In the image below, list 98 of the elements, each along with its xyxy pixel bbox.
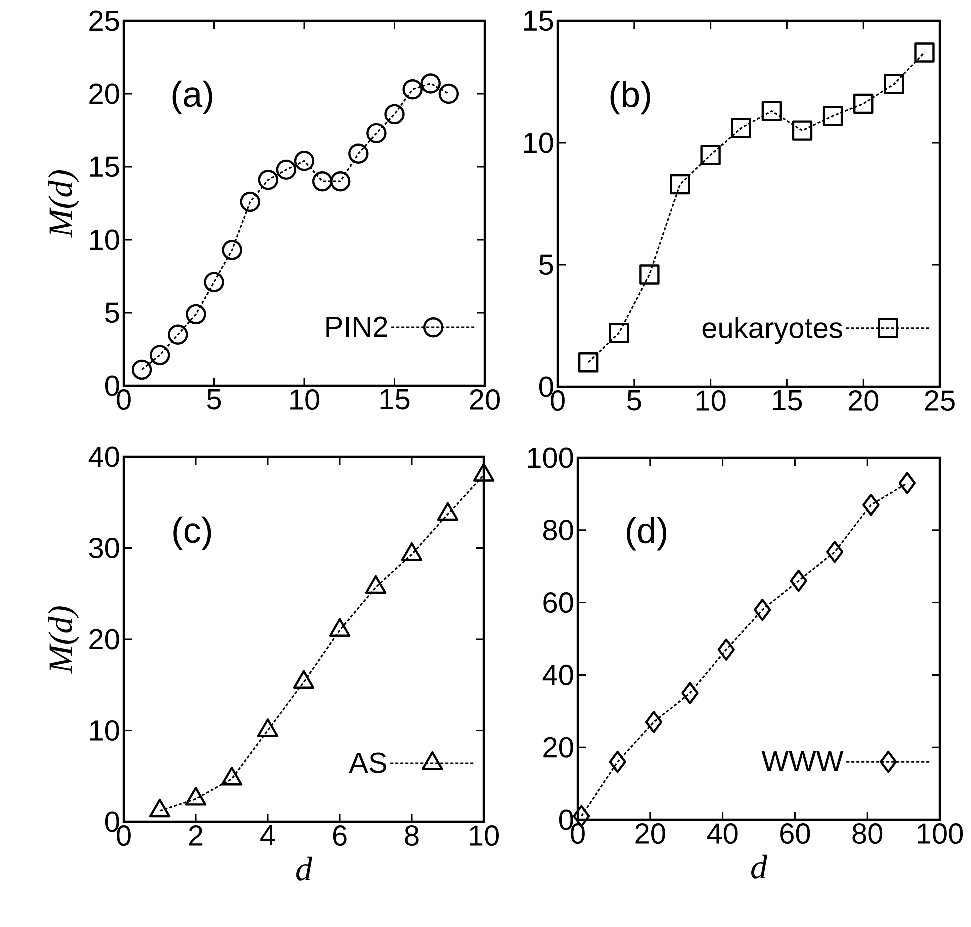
annotation: (a) [172, 80, 212, 114]
point [294, 151, 315, 172]
y-tick-label: 20 [90, 84, 120, 104]
point [718, 638, 736, 661]
point [185, 787, 207, 806]
y-tick-label: 10 [90, 720, 120, 742]
y-tick-label: 0 [559, 810, 574, 830]
y-axis-title: M(d) [48, 170, 80, 238]
x-tick-label: 100 [918, 824, 964, 844]
x-tick-label: 25 [925, 390, 955, 412]
point [762, 101, 782, 122]
y-tick-label: 10 [524, 132, 554, 154]
annotation: (d) [627, 517, 667, 551]
point [366, 123, 387, 144]
x-tick-label: 10 [470, 826, 499, 846]
y-tick-label: 15 [524, 10, 554, 32]
x-tick-label: 15 [773, 390, 802, 411]
point [240, 192, 260, 212]
point [204, 272, 224, 292]
legend-label: AS [349, 752, 386, 774]
x-tick-label: 20 [848, 390, 879, 412]
x-tick-label: 80 [852, 824, 883, 844]
point [754, 598, 772, 622]
point [186, 304, 206, 325]
x-tick-label: 20 [636, 824, 666, 844]
y-tick-label: 20 [90, 629, 120, 650]
point [150, 345, 170, 366]
point [700, 145, 721, 166]
x-tick-label: 10 [696, 390, 726, 412]
point [168, 324, 188, 345]
x-tick-label: 8 [405, 826, 419, 846]
y-tick-label: 60 [544, 592, 574, 614]
point [437, 502, 459, 522]
point [420, 74, 441, 94]
point [578, 352, 599, 373]
x-tick-label: 10 [290, 390, 320, 410]
point [914, 42, 935, 63]
y-tick-label: 80 [543, 520, 574, 541]
legend-label: eukaryotes [702, 317, 842, 344]
y-tick-label: 20 [544, 737, 574, 758]
y-axis-title: M(d) [48, 606, 80, 674]
y-tick-label: 15 [90, 156, 120, 178]
point [149, 798, 171, 818]
point [826, 541, 844, 564]
point [640, 264, 660, 285]
point [312, 171, 333, 192]
point [402, 80, 423, 100]
x-tick-label: 60 [780, 824, 810, 844]
y-tick-label: 25 [90, 10, 120, 32]
point [438, 84, 460, 104]
y-tick-label: 40 [88, 446, 120, 468]
point [221, 767, 243, 786]
annotation: (c) [174, 516, 212, 550]
x-tick-label: 15 [380, 390, 410, 410]
point [854, 94, 874, 114]
point [384, 104, 405, 125]
y-tick-label: 5 [540, 254, 554, 276]
x-tick-label: 5 [207, 390, 222, 410]
point [276, 160, 297, 180]
point [609, 750, 626, 774]
legend-label: PIN2 [326, 316, 388, 337]
point [329, 618, 351, 637]
point [670, 174, 690, 195]
x-tick-label: 2 [189, 826, 203, 846]
x-tick-label: 5 [628, 390, 642, 411]
y-tick-label: 10 [90, 230, 120, 250]
x-axis-title: d [296, 856, 313, 881]
x-tick-label: 4 [260, 826, 276, 846]
y-tick-label: 100 [528, 448, 574, 468]
y-tick-label: 30 [89, 538, 120, 559]
point [401, 542, 423, 562]
legend-label: WWW [762, 751, 844, 772]
point [822, 106, 844, 126]
point [293, 670, 315, 689]
point [222, 240, 242, 260]
point [682, 682, 699, 704]
point [862, 494, 880, 516]
point [898, 472, 916, 494]
point [365, 575, 387, 594]
x-tick-label: 6 [333, 826, 347, 846]
point [645, 711, 663, 734]
point [348, 144, 369, 164]
point [731, 118, 752, 138]
y-tick-label: 0 [105, 376, 120, 396]
y-tick-label: 40 [542, 664, 574, 686]
x-tick-label: 40 [707, 824, 738, 844]
point [330, 171, 351, 192]
point [257, 718, 279, 738]
point [790, 570, 808, 592]
point [132, 360, 152, 380]
point [609, 323, 630, 344]
point [792, 120, 813, 141]
x-axis-title: d [752, 854, 768, 879]
point [884, 74, 904, 95]
x-tick-label: 20 [470, 390, 500, 410]
y-tick-label: 5 [106, 302, 120, 324]
annotation: (b) [610, 81, 650, 115]
point [258, 170, 279, 190]
